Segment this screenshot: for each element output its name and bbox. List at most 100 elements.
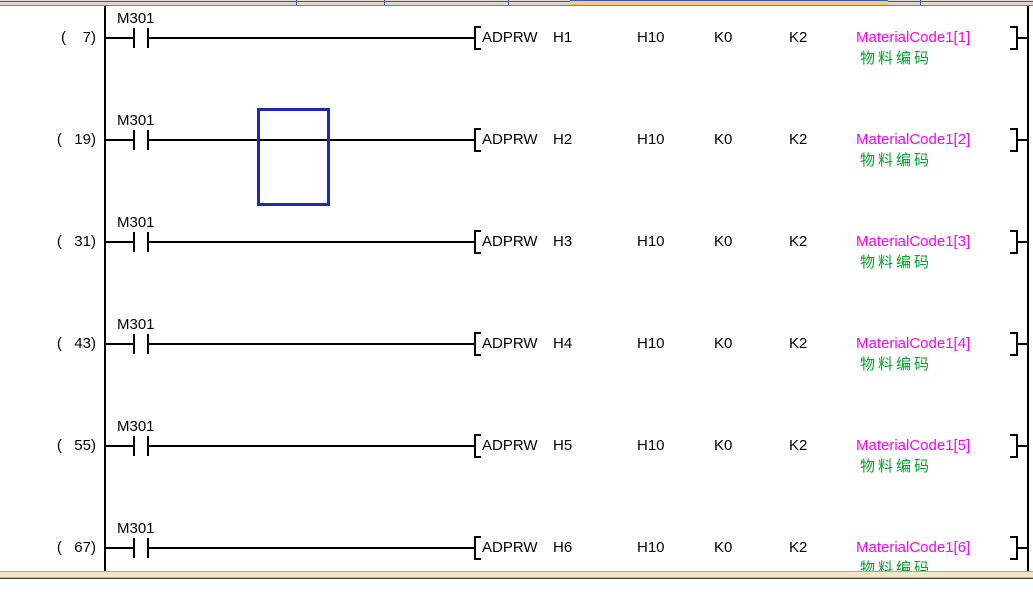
bracket-serif	[474, 48, 481, 50]
instruction-close-bracket	[1016, 230, 1018, 254]
wire	[106, 445, 133, 447]
instruction-name[interactable]: ADPRW	[482, 539, 538, 556]
wire	[106, 37, 133, 39]
instruction-operand-3[interactable]: K0	[714, 29, 733, 46]
no-contact-icon[interactable]	[133, 130, 135, 150]
instruction-operand-2[interactable]: H10	[637, 233, 665, 250]
instruction-operand-3[interactable]: K0	[714, 437, 733, 454]
wire	[149, 445, 474, 447]
instruction-operand-3[interactable]: K0	[714, 131, 733, 148]
tab-separator	[920, 0, 921, 5]
instruction-operand-3[interactable]: K0	[714, 335, 733, 352]
step-number: ( 19)	[56, 131, 96, 148]
step-number: ( 31)	[56, 233, 96, 250]
bracket-serif	[1010, 558, 1018, 560]
device-comment: 物料编码	[860, 356, 933, 373]
wire	[1018, 139, 1028, 141]
wire	[149, 241, 474, 243]
instruction-open-bracket	[474, 536, 476, 560]
no-contact-icon[interactable]	[147, 436, 149, 456]
bracket-serif	[474, 456, 481, 458]
symbol-name[interactable]: MaterialCode1[2]	[856, 131, 971, 148]
ladder-rung: ( 31) M301 ADPRW H3 H10 K0 K2 MaterialCo…	[0, 205, 1033, 307]
bracket-serif	[474, 332, 481, 334]
instruction-operand-3[interactable]: K0	[714, 233, 733, 250]
instruction-name[interactable]: ADPRW	[482, 233, 538, 250]
instruction-operand-4[interactable]: K2	[789, 29, 808, 46]
no-contact-icon[interactable]	[133, 232, 135, 252]
instruction-open-bracket	[474, 332, 476, 356]
bracket-serif	[474, 252, 481, 254]
no-contact-icon[interactable]	[133, 334, 135, 354]
wire	[1018, 547, 1028, 549]
instruction-name[interactable]: ADPRW	[482, 131, 538, 148]
instruction-operand-1[interactable]: H3	[553, 233, 573, 250]
instruction-operand-2[interactable]: H10	[637, 539, 665, 556]
symbol-name[interactable]: MaterialCode1[1]	[856, 29, 971, 46]
instruction-operand-1[interactable]: H1	[553, 29, 573, 46]
no-contact-icon[interactable]	[133, 538, 135, 558]
instruction-operand-1[interactable]: H4	[553, 335, 573, 352]
instruction-operand-2[interactable]: H10	[637, 335, 665, 352]
wire	[106, 343, 133, 345]
no-contact-icon[interactable]	[147, 232, 149, 252]
instruction-operand-4[interactable]: K2	[789, 437, 808, 454]
no-contact-icon[interactable]	[147, 28, 149, 48]
device-comment: 物料编码	[860, 50, 933, 67]
contact-device-label: M301	[117, 112, 155, 129]
symbol-name[interactable]: MaterialCode1[3]	[856, 233, 971, 250]
instruction-name[interactable]: ADPRW	[482, 335, 538, 352]
bracket-serif	[474, 230, 481, 232]
instruction-operand-1[interactable]: H6	[553, 539, 573, 556]
bracket-serif	[474, 536, 481, 538]
instruction-open-bracket	[474, 434, 476, 458]
bracket-serif	[1010, 150, 1018, 152]
bracket-serif	[474, 354, 481, 356]
no-contact-icon[interactable]	[147, 130, 149, 150]
ladder-rung: ( 55) M301 ADPRW H5 H10 K0 K2 MaterialCo…	[0, 409, 1033, 511]
wire	[106, 241, 133, 243]
bracket-serif	[474, 434, 481, 436]
instruction-name[interactable]: ADPRW	[482, 29, 538, 46]
instruction-operand-4[interactable]: K2	[789, 131, 808, 148]
step-number: ( 7)	[60, 29, 96, 46]
no-contact-icon[interactable]	[133, 28, 135, 48]
window-bottom-edge	[0, 571, 1033, 579]
instruction-operand-4[interactable]: K2	[789, 233, 808, 250]
bracket-serif	[1010, 536, 1018, 538]
ladder-rung: ( 19) M301 ADPRW H2 H10 K0 K2 MaterialCo…	[0, 103, 1033, 205]
no-contact-icon[interactable]	[147, 334, 149, 354]
bracket-serif	[474, 128, 481, 130]
active-tab-edge[interactable]	[570, 0, 888, 5]
instruction-operand-4[interactable]: K2	[789, 335, 808, 352]
no-contact-icon[interactable]	[133, 436, 135, 456]
bracket-serif	[1010, 128, 1018, 130]
symbol-name[interactable]: MaterialCode1[4]	[856, 335, 971, 352]
instruction-operand-1[interactable]: H2	[553, 131, 573, 148]
selection-cursor[interactable]	[257, 108, 330, 206]
wire	[149, 343, 474, 345]
instruction-operand-2[interactable]: H10	[637, 437, 665, 454]
symbol-name[interactable]: MaterialCode1[5]	[856, 437, 971, 454]
contact-device-label: M301	[117, 316, 155, 333]
instruction-operand-2[interactable]: H10	[637, 29, 665, 46]
no-contact-icon[interactable]	[147, 538, 149, 558]
device-comment: 物料编码	[860, 254, 933, 271]
bracket-serif	[1010, 230, 1018, 232]
bracket-serif	[1010, 48, 1018, 50]
contact-device-label: M301	[117, 10, 155, 27]
instruction-operand-4[interactable]: K2	[789, 539, 808, 556]
instruction-operand-2[interactable]: H10	[637, 131, 665, 148]
instruction-close-bracket	[1016, 536, 1018, 560]
tab-separator	[384, 0, 385, 5]
instruction-operand-3[interactable]: K0	[714, 539, 733, 556]
wire	[106, 547, 133, 549]
symbol-name[interactable]: MaterialCode1[6]	[856, 539, 971, 556]
bracket-serif	[1010, 456, 1018, 458]
instruction-operand-1[interactable]: H5	[553, 437, 573, 454]
wire	[106, 139, 133, 141]
step-number: ( 67)	[56, 539, 96, 556]
bracket-serif	[474, 558, 481, 560]
ladder-rung: ( 7) M301 ADPRW H1 H10 K0 K2 MaterialCod…	[0, 1, 1033, 103]
instruction-name[interactable]: ADPRW	[482, 437, 538, 454]
